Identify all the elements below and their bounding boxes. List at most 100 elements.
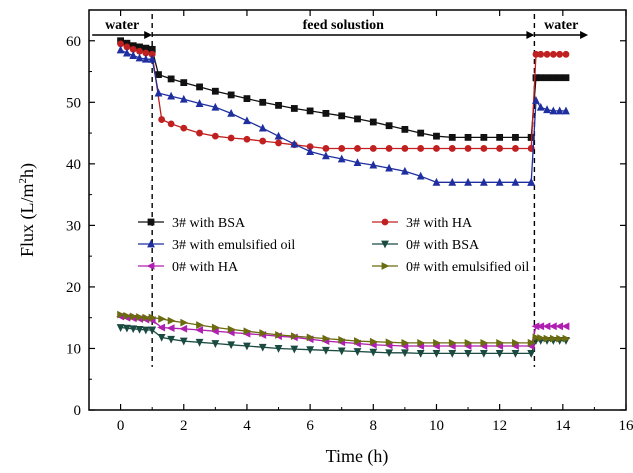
y-axis-title-superscript: 2 — [17, 178, 29, 184]
legend-swatch-marker — [381, 240, 389, 249]
y-tick-label: 40 — [66, 157, 81, 173]
legend: 3# with BSA 3# with HA 3# with emulsified … — [138, 216, 529, 275]
data-point — [167, 316, 176, 325]
data-point — [562, 50, 570, 58]
data-point — [275, 331, 283, 339]
data-point — [433, 145, 440, 152]
data-point — [531, 322, 540, 331]
data-point — [123, 39, 131, 47]
data-point — [548, 322, 557, 331]
data-point — [401, 339, 410, 347]
series-line — [151, 54, 532, 150]
data-point — [369, 160, 378, 169]
data-point — [306, 346, 315, 355]
data-point — [537, 74, 545, 82]
data-point — [536, 322, 545, 331]
legend-label: 0# with emulsified oil — [406, 260, 529, 275]
series-line — [151, 59, 532, 183]
data-point — [432, 349, 441, 358]
data-point — [117, 310, 125, 319]
data-point — [464, 133, 472, 141]
data-point — [179, 337, 188, 346]
data-point — [211, 102, 220, 111]
data-point — [210, 327, 219, 336]
phase-arrow-head — [526, 31, 535, 39]
legend-swatch-marker — [147, 239, 155, 248]
x-tick-label: 14 — [555, 418, 571, 434]
y-axis-title-main: Flux (L/m — [17, 183, 38, 257]
data-point — [338, 145, 346, 152]
series-2 — [117, 40, 570, 152]
data-point — [135, 53, 144, 62]
legend-swatch-marker — [381, 262, 390, 270]
data-point — [338, 335, 347, 344]
data-point — [129, 312, 138, 321]
data-point — [400, 349, 409, 358]
data-point — [167, 335, 176, 344]
data-point — [448, 339, 457, 347]
data-point — [495, 349, 504, 358]
x-tick-label: 12 — [492, 418, 507, 434]
data-point — [532, 74, 540, 82]
data-point — [542, 322, 551, 331]
data-point — [532, 96, 540, 104]
data-point — [448, 133, 456, 141]
data-point — [511, 349, 520, 358]
data-point — [496, 145, 504, 152]
data-point — [556, 334, 565, 343]
data-point — [480, 339, 489, 347]
x-tick-label: 10 — [429, 418, 444, 434]
data-point — [385, 349, 393, 358]
data-point — [337, 154, 346, 163]
data-point — [258, 343, 267, 352]
data-point — [353, 158, 362, 167]
data-point — [543, 50, 551, 58]
data-point — [385, 122, 393, 130]
data-point — [562, 334, 571, 343]
data-point — [464, 177, 472, 186]
data-point — [549, 74, 557, 82]
x-tick-label: 4 — [243, 418, 251, 434]
legend-label: 3# with emulsified oil — [172, 238, 295, 253]
data-point — [555, 106, 564, 115]
legend-label: 3# with HA — [406, 216, 473, 231]
data-point — [227, 134, 235, 142]
data-point — [338, 112, 346, 120]
data-point — [196, 129, 203, 137]
data-point — [275, 139, 282, 147]
data-point — [129, 45, 137, 53]
data-point — [306, 143, 314, 151]
data-point — [117, 40, 124, 48]
series-3 — [116, 45, 570, 186]
data-point — [148, 54, 157, 63]
data-point — [385, 145, 393, 152]
phase-arrow-head — [580, 31, 589, 39]
data-point — [417, 339, 426, 347]
data-point — [306, 147, 315, 155]
data-point — [512, 145, 519, 152]
data-point — [448, 177, 457, 186]
data-point — [142, 44, 150, 52]
data-point — [306, 333, 315, 342]
data-point — [148, 50, 156, 58]
x-tick-label: 2 — [180, 418, 188, 434]
data-point — [157, 323, 166, 332]
data-point — [480, 145, 488, 152]
x-tick-label: 8 — [370, 418, 378, 434]
data-point — [549, 50, 557, 58]
data-point — [129, 325, 138, 334]
y-axis-title: Flux (L/m2h) — [17, 163, 38, 257]
data-point — [495, 177, 504, 186]
phase-label: feed solustion — [303, 18, 385, 33]
data-point — [448, 349, 457, 358]
data-point — [141, 326, 150, 335]
data-point — [243, 135, 251, 143]
legend-swatch-marker — [381, 218, 389, 226]
data-point — [142, 313, 151, 322]
y-tick-label: 30 — [66, 218, 81, 234]
data-point — [196, 83, 203, 91]
data-point — [211, 87, 219, 95]
data-point — [148, 326, 157, 335]
legend-item-1: 3# with BSA — [138, 216, 246, 231]
